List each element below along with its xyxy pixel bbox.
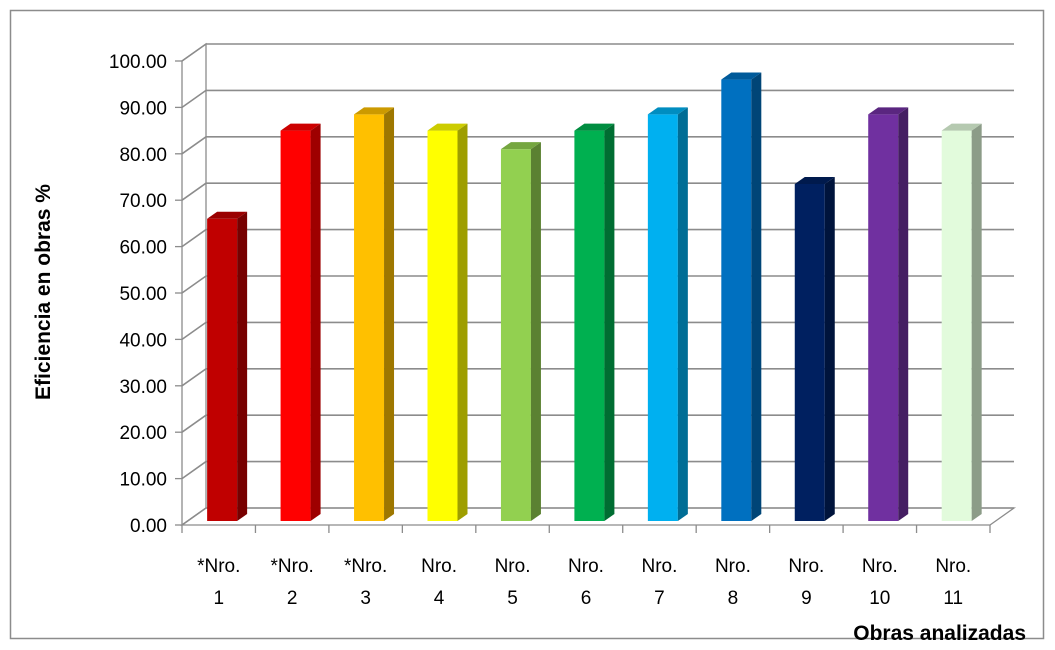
y-tick-label: 50.00	[119, 284, 167, 305]
x-axis-title: Obras analizadas	[853, 622, 1026, 645]
bar-side	[384, 107, 395, 522]
x-tick-label-line2: 9	[801, 588, 812, 609]
bar-side	[677, 107, 688, 522]
x-tick-label-line1: *Nro.	[197, 556, 240, 577]
bar-top	[354, 107, 395, 115]
x-tick-label-line2: 3	[360, 588, 371, 609]
x-tick-label-line1: Nro.	[421, 556, 457, 577]
y-tick-label: 70.00	[119, 191, 167, 212]
bar-5	[500, 142, 541, 521]
y-tick-label: 40.00	[119, 330, 167, 351]
bar-side	[751, 72, 762, 521]
bar-6	[574, 123, 615, 521]
bar-top	[647, 107, 688, 115]
x-tick-label-line1: Nro.	[862, 556, 898, 577]
bar-front	[647, 114, 678, 522]
bar-4	[427, 123, 468, 521]
bar-front	[427, 130, 458, 521]
bar-top	[500, 142, 541, 150]
bar-top	[941, 123, 982, 131]
bar-front	[794, 183, 825, 521]
bar-top	[868, 107, 909, 115]
bar-front	[280, 130, 311, 521]
bar-7	[647, 107, 688, 522]
x-tick-label-line1: Nro.	[788, 556, 824, 577]
x-tick-label-line1: Nro.	[495, 556, 531, 577]
y-tick-label: 20.00	[119, 423, 167, 444]
bar-side	[457, 123, 468, 521]
gridline	[181, 43, 1014, 62]
bar-top	[427, 123, 468, 131]
x-tick-label-line1: Nro.	[715, 556, 751, 577]
x-tick-label-line1: Nro.	[642, 556, 678, 577]
bar-9	[794, 176, 835, 521]
bar-side	[824, 176, 835, 521]
bar-top	[207, 211, 248, 219]
x-tick-label-line2: 10	[869, 588, 890, 609]
y-tick-label: 80.00	[119, 145, 167, 166]
x-tick-label-line2: 5	[507, 588, 518, 609]
bar-side	[604, 123, 615, 521]
bar-side	[898, 107, 909, 522]
bar-front	[500, 149, 531, 521]
bar-top	[574, 123, 615, 131]
bar-front	[721, 79, 752, 521]
bar-front	[207, 218, 238, 521]
x-tick-label-line1: Nro.	[568, 556, 604, 577]
x-tick-label-line1: *Nro.	[344, 556, 387, 577]
bar-1	[207, 211, 248, 521]
y-tick-label: 90.00	[119, 98, 167, 119]
x-tick-label-line2: 11	[943, 588, 963, 609]
y-tick-label: 0.00	[130, 516, 167, 537]
bar-side	[971, 123, 982, 521]
bar-front	[354, 114, 385, 522]
y-axis-title: Eficiencia en obras %	[32, 184, 55, 400]
x-tick-label-line1: Nro.	[935, 556, 971, 577]
x-tick-label-line2: 6	[581, 588, 592, 609]
y-tick-label: 100.00	[109, 52, 167, 73]
x-tick-label-line2: 2	[287, 588, 298, 609]
bar-2	[280, 123, 321, 521]
x-tick-label-line2: 7	[654, 588, 665, 609]
bar-11	[941, 123, 982, 521]
bar-8	[721, 72, 762, 521]
bar-side	[310, 123, 321, 521]
bar-3	[354, 107, 395, 522]
x-tick-labels: *Nro. 1 *Nro. 2 *Nro. 3 Nro. 4 Nro. 5 Nro. 6 Nro. 7 Nr…	[181, 525, 991, 609]
bar-top	[794, 176, 835, 184]
x-tick-label-line2: 8	[728, 588, 739, 609]
bar-top	[721, 72, 762, 80]
x-tick-label-line1: *Nro.	[271, 556, 314, 577]
y-tick-labels: 0.00 10.00 20.00 30.00 40.00 50.00 60.00 70.00 8…	[109, 52, 167, 537]
bar-front	[941, 130, 972, 521]
bar-front	[868, 114, 899, 522]
x-tick-label-line2: 4	[434, 588, 445, 609]
bar-front	[574, 130, 605, 521]
bar-10	[868, 107, 909, 522]
x-tick-label-line2: 1	[213, 588, 224, 609]
bars	[207, 72, 982, 522]
bar-side	[530, 142, 541, 521]
y-tick-label: 60.00	[119, 238, 167, 259]
y-tick-label: 30.00	[119, 377, 167, 398]
y-tick-label: 10.00	[119, 470, 167, 491]
bar-side	[237, 211, 248, 521]
bar-top	[280, 123, 321, 131]
